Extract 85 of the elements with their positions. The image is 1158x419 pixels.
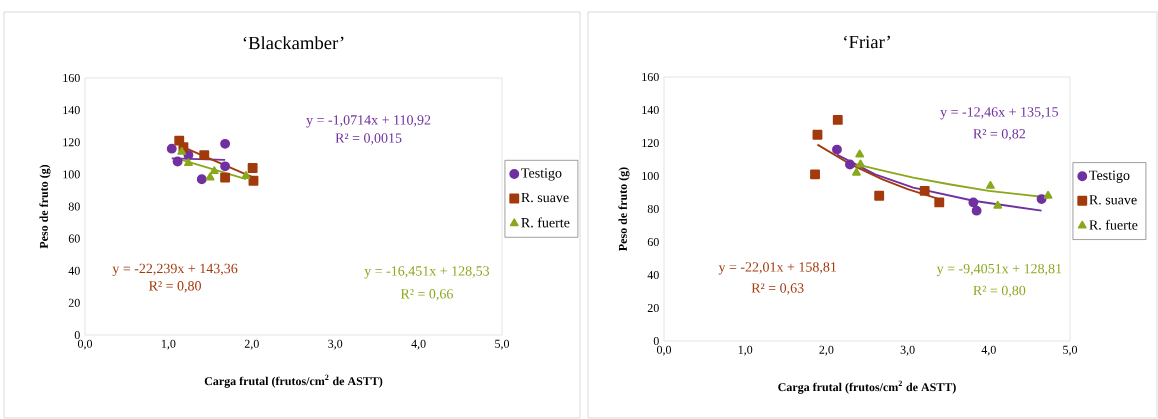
y-tick-label: 60 — [68, 234, 80, 243]
point — [209, 166, 219, 175]
y-tick-label: 60 — [647, 237, 659, 247]
y-tick-label: 120 — [63, 138, 80, 147]
y-tick-label: 160 — [642, 72, 659, 82]
x-tick-label: 4,0 — [411, 339, 426, 350]
x-tick-label: 4,0 — [981, 345, 996, 356]
x-axis-title: Carga frutal (frutos/cm$^{2}$ de ASTT) — [778, 380, 956, 394]
point — [220, 138, 231, 149]
annotation: R² = 0,80 — [149, 281, 201, 293]
x-axis-title: Carga frutal (frutos/cm$^{2}$ de ASTT) — [204, 374, 383, 388]
point — [184, 158, 193, 167]
y-tick-label: 80 — [68, 202, 80, 211]
y-tick-label: 20 — [68, 298, 80, 307]
y-tick-label: 20 — [647, 303, 659, 313]
point — [832, 114, 843, 125]
point — [845, 159, 855, 170]
annotation: y = -12,46x + 135,15 — [940, 107, 1059, 120]
legend-label: R. suave — [1089, 195, 1137, 205]
annotation: R² = 0,66 — [400, 289, 453, 301]
point — [812, 129, 823, 140]
point — [241, 171, 251, 179]
y-tick-label: 40 — [647, 270, 659, 280]
legend-label: R. suave — [521, 192, 569, 203]
point — [248, 175, 259, 186]
point — [1036, 194, 1047, 205]
chart-title: ‘Friar’ — [844, 35, 890, 49]
x-tick-label: 3,0 — [900, 345, 915, 356]
point — [856, 159, 865, 168]
point — [855, 149, 865, 158]
annotation: y = -9,4051x + 128,81 — [936, 263, 1062, 277]
x-tick-label: 0,0 — [77, 339, 93, 350]
y-tick-label: 160 — [63, 73, 80, 83]
point — [934, 197, 945, 208]
y-tick-label: 100 — [63, 170, 80, 179]
y-tick-label: 120 — [642, 138, 659, 148]
x-tick-label: 3,0 — [328, 339, 343, 350]
legend-label: Testigo — [521, 168, 562, 181]
chart-title: ‘Blackamber’ — [243, 36, 344, 50]
x-tick-label: 2,0 — [244, 339, 259, 350]
point — [852, 167, 861, 176]
point — [199, 150, 210, 161]
annotation: R² = 0,80 — [973, 285, 1026, 298]
y-tick-label: 0 — [653, 336, 659, 346]
y-axis-title: Peso de fruto (g) — [618, 167, 630, 251]
legend-label: R. fuerte — [1089, 219, 1138, 230]
x-tick-label: 0,0 — [656, 345, 672, 356]
legend-label: Testigo — [1089, 170, 1130, 183]
annotation: y = -16,451x + 128,53 — [364, 266, 490, 279]
x-tick-label: 2,0 — [819, 345, 834, 356]
point — [247, 163, 258, 173]
point — [205, 172, 215, 181]
annotation: R² = 0,63 — [751, 283, 804, 295]
point — [810, 169, 820, 180]
y-tick-label: 40 — [68, 266, 80, 275]
x-tick-label: 1,0 — [738, 345, 753, 356]
point — [968, 197, 979, 208]
point — [993, 200, 1003, 209]
annotation: y = -22,01x + 158,81 — [718, 262, 837, 275]
point — [971, 205, 982, 216]
legend-label: R. fuerte — [521, 217, 570, 228]
point — [832, 144, 842, 155]
x-tick-label: 1,0 — [161, 339, 176, 350]
y-tick-label: 80 — [647, 204, 659, 214]
y-axis-title: Peso de fruto (g) — [39, 164, 51, 249]
point — [220, 172, 231, 183]
point — [172, 156, 183, 167]
x-tick-label: 5,0 — [1063, 345, 1078, 356]
y-tick-label: 0 — [74, 330, 80, 340]
annotation: y = -22,239x + 143,36 — [112, 263, 238, 277]
y-tick-label: 100 — [642, 171, 659, 181]
y-tick-label: 140 — [642, 105, 659, 115]
point — [177, 146, 187, 155]
annotation: y = -1,0714x + 110,92 — [306, 115, 431, 128]
annotation: R² = 0,82 — [973, 129, 1026, 141]
point — [196, 174, 207, 185]
point — [166, 143, 177, 154]
point — [986, 180, 995, 189]
y-tick-label: 140 — [63, 106, 80, 115]
annotation: R² = 0,0015 — [335, 133, 402, 145]
point — [220, 161, 231, 172]
point — [919, 185, 930, 196]
point — [1043, 190, 1053, 199]
x-tick-label: 5,0 — [495, 339, 510, 350]
point — [874, 190, 885, 201]
